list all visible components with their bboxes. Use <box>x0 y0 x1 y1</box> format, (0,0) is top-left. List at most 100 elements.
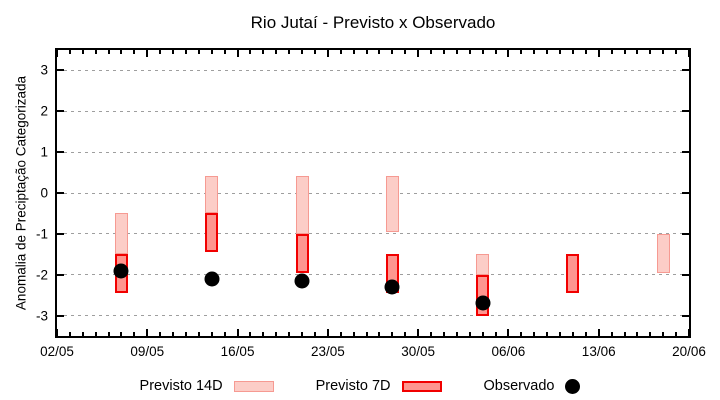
x-minor-tick-mark <box>81 50 84 54</box>
previsto-7d-bar <box>566 254 580 294</box>
x-minor-tick-mark <box>197 50 200 54</box>
x-minor-tick-mark <box>378 50 381 54</box>
x-minor-tick-mark <box>107 332 110 336</box>
x-minor-tick-mark <box>275 332 278 336</box>
x-minor-tick-mark <box>352 332 355 336</box>
x-minor-tick-mark <box>404 332 407 336</box>
previsto-14d-bar <box>114 213 128 255</box>
x-minor-tick-mark <box>184 332 187 336</box>
x-minor-tick-mark <box>223 332 226 336</box>
x-minor-tick-mark <box>649 332 652 336</box>
y-tick-label: -1 <box>35 226 48 242</box>
x-minor-tick-mark <box>623 332 626 336</box>
y-tick-label: 2 <box>40 103 48 119</box>
x-tick-label: 23/05 <box>310 344 345 359</box>
h-gridline <box>57 315 689 317</box>
x-minor-tick-mark <box>520 50 523 54</box>
x-minor-tick-mark <box>391 50 394 54</box>
x-minor-tick-mark <box>172 50 175 54</box>
x-minor-tick-mark <box>546 50 549 54</box>
previsto-7d-bar <box>295 233 309 273</box>
x-minor-tick-mark <box>559 50 562 54</box>
x-minor-tick-mark <box>249 332 252 336</box>
x-tick-mark <box>597 50 600 57</box>
x-minor-tick-mark <box>301 332 304 336</box>
legend-item-previsto-7d: Previsto 7D <box>316 378 442 394</box>
x-minor-tick-mark <box>481 50 484 54</box>
observed-dot <box>384 279 400 295</box>
x-minor-tick-mark <box>120 332 123 336</box>
y-tick-mark <box>682 69 689 72</box>
x-tick-label: 02/05 <box>40 344 74 359</box>
x-tick-label: 30/05 <box>401 344 436 359</box>
observed-dot <box>475 295 491 311</box>
x-minor-tick-mark <box>675 332 678 336</box>
x-minor-tick-mark <box>559 332 562 336</box>
y-tick-label: 1 <box>40 144 48 160</box>
y-tick-mark <box>57 110 64 113</box>
previsto-7d-swatch-icon <box>401 380 442 392</box>
x-minor-tick-mark <box>494 50 497 54</box>
y-tick-mark <box>57 151 64 154</box>
legend-label-observado: Observado <box>483 378 555 394</box>
y-tick-mark <box>682 110 689 113</box>
x-tick-mark <box>688 329 690 336</box>
x-tick-mark <box>146 50 149 57</box>
x-minor-tick-mark <box>481 332 484 336</box>
x-minor-tick-mark <box>391 332 394 336</box>
y-tick-label: 0 <box>40 185 48 201</box>
x-minor-tick-mark <box>546 332 549 336</box>
legend-item-previsto-14d: Previsto 14D <box>140 378 274 394</box>
y-tick-mark <box>57 69 64 72</box>
x-minor-tick-mark <box>262 332 265 336</box>
x-tick-mark <box>326 50 329 57</box>
x-minor-tick-mark <box>584 50 587 54</box>
previsto-14d-bar <box>205 175 219 214</box>
observado-dot-icon <box>565 378 581 394</box>
x-minor-tick-mark <box>210 50 213 54</box>
y-tick-mark <box>682 273 689 276</box>
x-minor-tick-mark <box>94 50 97 54</box>
x-tick-label: 06/06 <box>491 344 526 359</box>
plot-area <box>56 50 690 336</box>
x-minor-tick-mark <box>430 50 433 54</box>
x-minor-tick-mark <box>636 50 639 54</box>
x-minor-tick-mark <box>352 50 355 54</box>
legend-label-previsto-7d: Previsto 7D <box>315 378 391 394</box>
x-tick-mark <box>507 50 510 57</box>
x-tick-mark <box>417 329 420 336</box>
chart-title: Rio Jutaí - Previsto x Observado <box>250 13 496 32</box>
x-minor-tick-mark <box>636 332 639 336</box>
h-gridline <box>57 192 689 194</box>
h-gridline <box>57 274 689 276</box>
x-minor-tick-mark <box>133 50 136 54</box>
x-minor-tick-mark <box>68 50 71 54</box>
x-minor-tick-mark <box>288 50 291 54</box>
x-minor-tick-mark <box>468 50 471 54</box>
x-minor-tick-mark <box>197 332 200 336</box>
previsto-14d-swatch-icon <box>233 380 274 392</box>
x-minor-tick-mark <box>223 50 226 54</box>
y-tick-mark <box>682 232 689 235</box>
x-minor-tick-mark <box>313 50 316 54</box>
x-minor-tick-mark <box>275 50 278 54</box>
x-minor-tick-mark <box>262 50 265 54</box>
x-tick-mark <box>56 329 58 336</box>
previsto-14d-bar <box>295 175 309 234</box>
x-minor-tick-mark <box>159 332 162 336</box>
previsto-7d-bar <box>205 213 219 253</box>
x-minor-tick-mark <box>184 50 187 54</box>
legend-label-previsto-14d: Previsto 14D <box>139 378 223 394</box>
y-tick-label: -3 <box>35 308 48 324</box>
x-minor-tick-mark <box>365 50 368 54</box>
x-minor-tick-mark <box>120 50 123 54</box>
x-tick-mark <box>146 329 149 336</box>
h-gridline <box>57 151 689 153</box>
x-minor-tick-mark <box>404 50 407 54</box>
x-tick-mark <box>417 50 420 57</box>
x-minor-tick-mark <box>571 332 574 336</box>
x-tick-mark <box>236 50 239 57</box>
x-minor-tick-mark <box>365 332 368 336</box>
x-minor-tick-mark <box>520 332 523 336</box>
y-tick-mark <box>57 273 64 276</box>
